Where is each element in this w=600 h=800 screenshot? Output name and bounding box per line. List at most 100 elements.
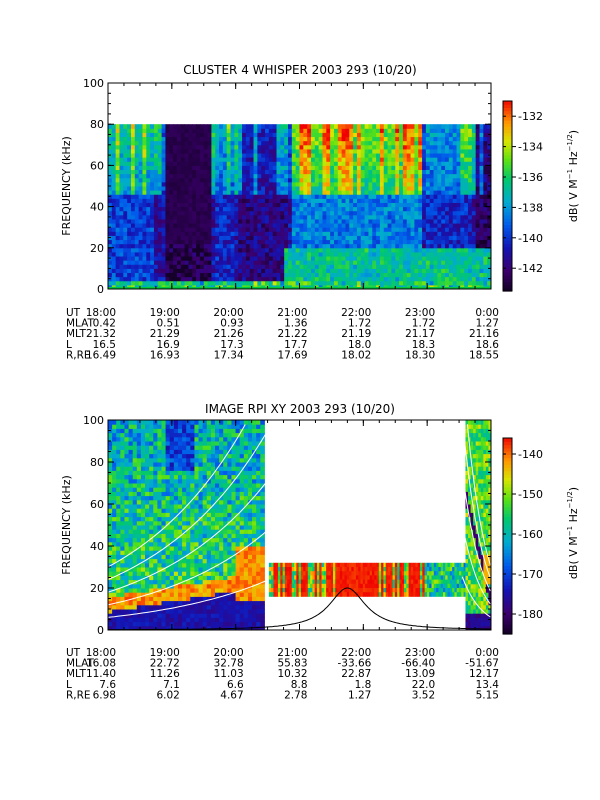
spectrogram-cell [322, 247, 327, 253]
spectrogram-cell [268, 231, 274, 236]
spectrogram-cell [448, 157, 454, 162]
spectrogram-cell [402, 136, 408, 142]
spectrogram-cell [399, 280, 404, 286]
spectrogram-cell [196, 218, 201, 224]
spectrogram-cell [422, 256, 427, 261]
spectrogram-cell [112, 592, 117, 597]
spectrogram-cell [418, 243, 423, 249]
spectrogram-cell [153, 124, 159, 129]
spectrogram-cell [230, 251, 235, 257]
spectrogram-cell [130, 223, 136, 228]
spectrogram-cell [199, 256, 205, 261]
spectrogram-cell [245, 202, 251, 208]
spectrogram-cell [406, 235, 412, 241]
spectrogram-cell [150, 132, 155, 138]
spectrogram-cell [153, 613, 158, 618]
spectrogram-cell [140, 596, 146, 602]
spectrogram-cell [115, 128, 120, 133]
spectrogram-cell [111, 165, 117, 171]
spectrogram-cell [379, 157, 385, 162]
spectrogram-cell [268, 128, 274, 133]
spectrogram-cell [261, 177, 266, 183]
spectrogram-cell [242, 243, 247, 249]
spectrogram-cell [245, 280, 251, 286]
spectrogram-cell [132, 478, 138, 484]
spectrogram-cell [402, 181, 408, 187]
spectrogram-cell [127, 251, 132, 257]
spectrogram-cell [130, 272, 136, 278]
spectrogram-cell [265, 256, 270, 261]
spectrogram-cell [295, 251, 300, 257]
spectrogram-cell [399, 169, 404, 175]
spectrogram-cell [437, 239, 442, 245]
spectrogram-cell [238, 132, 243, 138]
spectrogram-cell [307, 214, 312, 220]
ephemeris-table: UT 18:00 19:00 20:00 21:00 22:00 23:00 0:00MLAT… [66, 307, 499, 361]
spectrogram-cell [253, 157, 258, 162]
spectrogram-cell [145, 583, 150, 589]
spectrogram-cell [345, 161, 350, 166]
spectrogram-cell [353, 251, 358, 257]
spectrogram-cell [353, 194, 358, 199]
spectrogram-cell [219, 157, 224, 162]
spectrogram-cell [425, 190, 431, 195]
spectrogram-cell [188, 165, 193, 171]
spectrogram-cell [322, 157, 327, 162]
spectrogram-cell [479, 235, 484, 241]
spectrogram-cell [333, 157, 339, 162]
spectrogram-cell [395, 124, 400, 129]
spectrogram-cell [437, 247, 442, 253]
spectrogram-cell [128, 567, 134, 572]
spectrogram-cell [280, 128, 285, 133]
spectrogram-cell [425, 148, 431, 154]
spectrogram-cell [180, 272, 186, 278]
spectrogram-cell [303, 198, 308, 203]
spectrogram-cell [445, 280, 450, 286]
spectrogram-cell [468, 169, 473, 175]
spectrogram-cell [161, 198, 166, 203]
spectrogram-cell [207, 210, 212, 216]
spectrogram-cell [368, 153, 373, 158]
spectrogram-cell [180, 132, 186, 138]
spectrogram-cell [123, 231, 128, 236]
spectrogram-cell [157, 520, 163, 526]
spectrogram-cell [261, 128, 266, 133]
spectrogram-cell [326, 136, 331, 142]
spectrogram-cell [268, 247, 274, 253]
spectrogram-cell [226, 231, 232, 236]
spectrogram-cell [173, 157, 178, 162]
spectrogram-cell [215, 276, 220, 282]
spectrogram-cell [253, 251, 258, 257]
spectrogram-cell [149, 588, 154, 593]
spectrogram-cell [149, 604, 154, 610]
spectrogram-cell [349, 202, 354, 208]
spectrogram-cell [128, 512, 134, 518]
spectrogram-cell [379, 243, 385, 249]
spectrogram-cell [448, 256, 454, 261]
spectrogram-cell [337, 161, 343, 166]
spectrogram-cell [276, 218, 281, 224]
spectrogram-cell [157, 428, 163, 434]
spectrogram-cell [322, 231, 327, 236]
spectrogram-cell [157, 239, 163, 245]
spectrogram-cell [112, 420, 117, 425]
spectrogram-cell [253, 173, 258, 179]
spectrogram-cell [230, 194, 235, 199]
spectrogram-cell [226, 202, 232, 208]
spectrogram-cell [161, 579, 167, 585]
spectrogram-cell [127, 177, 132, 183]
spectrogram-cell [230, 239, 235, 245]
spectrogram-cell [234, 177, 239, 183]
spectrogram-cell [128, 596, 134, 602]
spectrogram-cell [145, 470, 150, 476]
spectrogram-cell [238, 264, 243, 269]
spectrogram-cell [119, 231, 124, 236]
spectrogram-cell [219, 177, 224, 183]
spectrogram-cell [249, 256, 255, 261]
spectrogram-cell [330, 243, 335, 249]
spectrogram-cell [437, 223, 442, 228]
spectrogram-cell [402, 124, 408, 129]
spectrogram-cell [245, 128, 251, 133]
spectrogram-cell [349, 218, 354, 224]
spectrogram-cell [142, 194, 147, 199]
